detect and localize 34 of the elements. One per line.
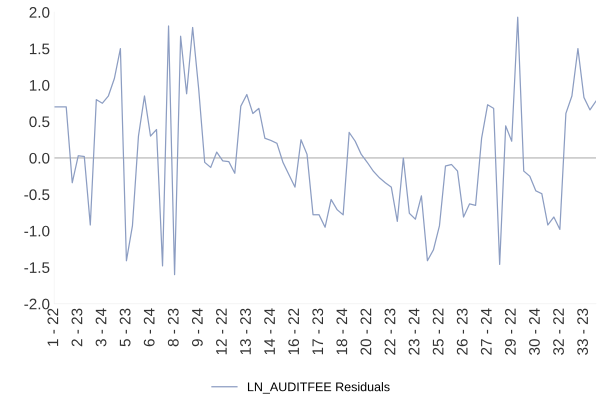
x-tick-label: 30 - 24 [529,308,540,355]
x-tick-label: 3 - 24 [96,308,106,346]
y-tick-label: -1.0 [24,226,50,237]
y-tick-label: 1.5 [30,44,50,54]
x-tick-label: 16 - 22 [288,308,300,354]
x-tick-label: 6 - 24 [144,308,155,346]
x-tick-label: 26 - 23 [456,308,468,355]
x-tick-label: 5 - 23 [120,308,131,346]
x-tick-label: 14 - 24 [264,308,275,354]
x-tick-label: 20 - 22 [360,308,372,355]
x-tick-label: 1 - 22 [47,308,58,346]
x-tick-label: 9 - 24 [192,308,203,346]
x-tick-label: 33 - 23 [577,308,588,355]
y-tick-label: -2.0 [24,298,50,310]
x-tick-label: 32 - 22 [553,308,564,355]
line-series [54,16,596,276]
x-tick-label: 8 - 23 [168,308,179,346]
y-tick-label: -0.5 [24,189,50,200]
y-tick-label: -1.5 [24,262,50,273]
x-tick-label: 25 - 22 [432,308,444,355]
y-tick-label: 1.0 [30,80,50,91]
x-tick-label: 22 - 23 [384,308,396,355]
x-tick-label: 13 - 23 [240,308,251,354]
x-tick-label: 2 - 23 [72,308,82,346]
x-tick-label: 27 - 24 [480,308,492,355]
y-tick-label: 0.5 [29,116,50,128]
y-tick-label: 0.0 [29,152,50,164]
x-tick-label: 29 - 22 [504,308,516,355]
x-tick-label: 17 - 23 [312,308,324,354]
x-tick-label: 12 - 22 [216,308,227,354]
x-tick-label: 23 - 24 [408,308,420,355]
legend-label: LN_AUDITFEE Residuals [248,382,390,394]
x-tick-label: 18 - 24 [336,308,348,354]
y-tick-label: 2.0 [30,7,50,18]
